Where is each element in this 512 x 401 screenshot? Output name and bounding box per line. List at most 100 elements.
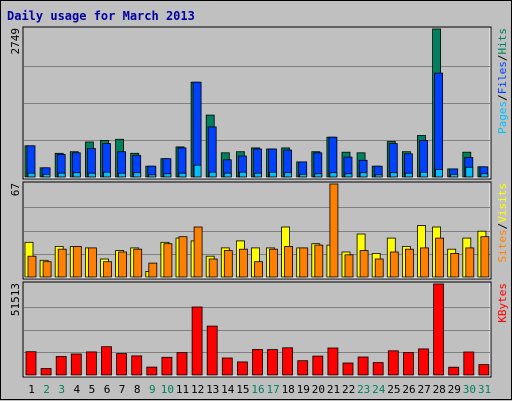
kbytes-bar-kbytes-14 bbox=[221, 357, 233, 376]
x-tick-label-21: 21 bbox=[327, 383, 340, 396]
hits-bar-pages-20 bbox=[314, 173, 323, 178]
kbytes-bar-kbytes-1 bbox=[25, 351, 37, 376]
kbytes-bar-kbytes-23 bbox=[357, 356, 369, 376]
hits-bar-pages-30 bbox=[465, 166, 474, 178]
hits-bar-pages-18 bbox=[284, 172, 293, 178]
kbytes-bar-kbytes-30 bbox=[463, 351, 475, 376]
visits-bar-sites-7 bbox=[118, 251, 127, 278]
x-tick-label-26: 26 bbox=[402, 383, 415, 396]
x-tick-label-6: 6 bbox=[104, 383, 111, 396]
hits-bar-files-5 bbox=[87, 148, 96, 178]
panel-visits: 67 Sites/Visits bbox=[9, 181, 509, 280]
x-tick-label-10: 10 bbox=[161, 383, 174, 396]
visits-bar-sites-22 bbox=[344, 254, 354, 278]
x-tick-label-30: 30 bbox=[463, 383, 476, 396]
x-tick-label-16: 16 bbox=[251, 383, 264, 396]
x-tick-label-2: 2 bbox=[43, 383, 50, 396]
visits-bar-sites-26 bbox=[404, 248, 414, 278]
kbytes-bar-kbytes-31 bbox=[478, 364, 490, 376]
x-tick-label-5: 5 bbox=[89, 383, 96, 396]
hits-bar-pages-15 bbox=[238, 171, 247, 178]
hits-bar-pages-29 bbox=[450, 173, 459, 178]
x-tick-label-9: 9 bbox=[149, 383, 156, 396]
x-tick-label-23: 23 bbox=[357, 383, 370, 396]
kbytes-bar-kbytes-7 bbox=[116, 353, 127, 376]
kbytes-legend-item-0: KBytes bbox=[496, 283, 509, 323]
visits-bar-sites-3 bbox=[57, 248, 67, 278]
x-tick-label-3: 3 bbox=[58, 383, 65, 396]
hits-bar-files-28 bbox=[434, 72, 444, 178]
kbytes-bar-kbytes-5 bbox=[86, 351, 97, 376]
hits-bar-pages-3 bbox=[57, 172, 66, 178]
visits-bar-sites-4 bbox=[72, 246, 82, 278]
kbytes-bar-kbytes-18 bbox=[282, 347, 294, 376]
kbytes-bar-kbytes-10 bbox=[161, 356, 173, 376]
hits-bar-pages-12 bbox=[193, 164, 202, 178]
kbytes-bar-kbytes-15 bbox=[236, 361, 248, 376]
visits-bar-sites-29 bbox=[450, 252, 460, 278]
x-tick-label-27: 27 bbox=[417, 383, 430, 396]
visits-bar-sites-31 bbox=[480, 236, 490, 278]
visits-bar-sites-8 bbox=[133, 248, 143, 278]
visits-bar-sites-23 bbox=[359, 250, 369, 278]
hits-bar-pages-27 bbox=[420, 171, 428, 178]
hits-bar-files-12 bbox=[192, 81, 202, 178]
kbytes-max-label: 51513 bbox=[9, 283, 22, 316]
hits-bar-pages-28 bbox=[435, 169, 444, 178]
visits-bar-sites-16 bbox=[254, 261, 263, 278]
visits-bar-sites-10 bbox=[163, 243, 173, 278]
hits-bar-pages-23 bbox=[359, 172, 368, 178]
hits-bar-pages-2 bbox=[42, 173, 51, 178]
hits-bar-pages-11 bbox=[178, 172, 187, 178]
hits-legend-item-0: Pages bbox=[496, 101, 509, 134]
visits-bar-sites-12 bbox=[193, 226, 203, 278]
visits-bar-sites-5 bbox=[88, 247, 97, 278]
kbytes-bar-kbytes-4 bbox=[70, 353, 82, 376]
kbytes-bar-kbytes-12 bbox=[191, 306, 203, 376]
kbytes-bar-kbytes-8 bbox=[131, 355, 143, 376]
hits-bar-pages-22 bbox=[344, 173, 353, 178]
visits-bar-sites-21 bbox=[329, 183, 339, 278]
kbytes-bar-kbytes-28 bbox=[433, 283, 445, 376]
kbytes-bar-kbytes-20 bbox=[312, 355, 324, 376]
hits-bar-pages-1 bbox=[27, 172, 36, 178]
hits-bar-pages-16 bbox=[254, 172, 262, 178]
hits-bar-files-21 bbox=[328, 136, 338, 178]
kbytes-bar-kbytes-3 bbox=[55, 356, 67, 376]
visits-bar-sites-28 bbox=[435, 237, 445, 278]
hits-bar-pages-8 bbox=[133, 172, 142, 178]
hits-bar-pages-6 bbox=[103, 171, 111, 178]
visits-legend: Sites/Visits bbox=[496, 183, 509, 263]
visits-bar-sites-25 bbox=[389, 251, 399, 278]
visits-legend-item-1: / bbox=[496, 223, 509, 230]
kbytes-bar-kbytes-11 bbox=[176, 352, 188, 376]
kbytes-bar-kbytes-29 bbox=[448, 366, 460, 376]
kbytes-bar-kbytes-6 bbox=[101, 346, 112, 376]
x-tick-label-25: 25 bbox=[387, 383, 400, 396]
hits-bar-files-20 bbox=[313, 152, 323, 178]
visits-bar-sites-27 bbox=[420, 247, 429, 278]
visits-bar-sites-15 bbox=[238, 248, 248, 278]
kbytes-bar-kbytes-2 bbox=[40, 368, 52, 376]
visits-bar-sites-2 bbox=[42, 261, 52, 278]
hits-legend-item-3: / bbox=[496, 55, 509, 62]
visits-bar-sites-24 bbox=[374, 258, 384, 278]
x-tick-label-14: 14 bbox=[221, 383, 235, 396]
hits-bar-pages-19 bbox=[299, 173, 308, 178]
visits-bar-sites-19 bbox=[299, 247, 309, 278]
x-tick-label-8: 8 bbox=[134, 383, 141, 396]
kbytes-bar-kbytes-22 bbox=[342, 362, 354, 376]
visits-bar-sites-18 bbox=[284, 246, 294, 278]
visits-max-label: 67 bbox=[9, 183, 22, 196]
panel-kbytes: 51513 KBytes bbox=[9, 281, 509, 378]
hits-bar-pages-24 bbox=[374, 174, 383, 178]
hits-bar-pages-21 bbox=[329, 172, 338, 178]
hits-bar-pages-9 bbox=[148, 174, 157, 178]
kbytes-bar-kbytes-24 bbox=[372, 362, 384, 376]
hits-bar-pages-7 bbox=[118, 172, 126, 178]
x-tick-label-12: 12 bbox=[191, 383, 204, 396]
hits-bar-pages-31 bbox=[480, 173, 489, 178]
kbytes-bar-kbytes-27 bbox=[418, 348, 429, 376]
